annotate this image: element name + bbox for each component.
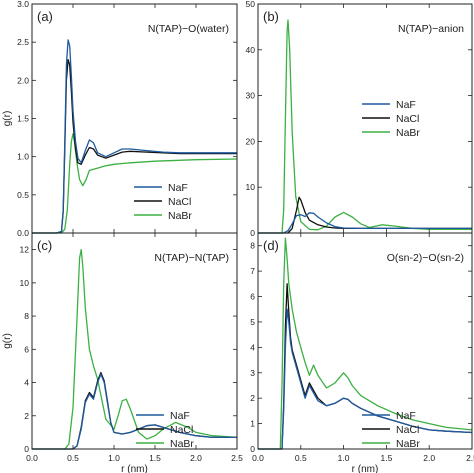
panel-c: 0.0 0.5 1.0 1.5 2.0 2.5 0 2 4 6 8 10 12 (c) N(TAP)−N(T… — [2, 232, 243, 473]
y-tick-label: 7 — [250, 266, 255, 276]
series-line-naf — [258, 308, 473, 450]
y-tick-label: 6 — [24, 344, 29, 354]
y-tick-label: 0.5 — [17, 190, 29, 200]
y-tick-label: 3 — [250, 368, 255, 378]
panel-title: N(TAP)−anion — [398, 23, 464, 35]
y-tick-label: 10 — [246, 182, 256, 192]
series-line-nacl — [258, 283, 473, 450]
legend: NaF NaCl NaBr — [362, 410, 420, 450]
y-tick-label: 50 — [246, 0, 256, 9]
y-tick-label: 20 — [246, 136, 256, 146]
y-tick-label: 0.0 — [17, 228, 29, 238]
x-tick-label: 2.5 — [466, 453, 474, 463]
legend-label-nabr: NaBr — [396, 127, 420, 139]
y-tick-label: 5 — [250, 317, 255, 327]
panel-a: 0.0 0.5 1.0 1.5 2.0 2.5 3.0 (a) N(TAP)−O(water) N… — [2, 0, 238, 238]
plot-frame — [257, 232, 473, 450]
legend-label-nacl: NaCl — [170, 424, 193, 436]
panel-label: (a) — [37, 9, 53, 24]
plot-frame — [31, 232, 238, 450]
panel-title: N(TAP)−O(water) — [148, 23, 229, 35]
series-line-naf — [258, 212, 472, 234]
legend: NaF NaCl NaBr — [136, 410, 194, 450]
panel-b: 0 10 20 30 40 50 (b) N(TAP)−anion NaF NaCl NaBr — [246, 0, 473, 238]
legend-label-nacl: NaCl — [396, 113, 419, 125]
legend-label-naf: NaF — [168, 182, 188, 194]
legend-label-nabr: NaBr — [170, 438, 194, 450]
series-line-nacl — [32, 371, 237, 450]
y-tick-label: 6 — [250, 292, 255, 302]
y-tick-label: 3.0 — [17, 0, 29, 9]
y-tick-label: 8 — [24, 311, 29, 321]
y-tick-label: 1 — [250, 419, 255, 429]
x-tick-label: 0.0 — [26, 453, 38, 463]
series-line-nabr — [258, 19, 472, 234]
y-tick-label: 8 — [250, 241, 255, 251]
legend-label-nabr: NaBr — [396, 438, 420, 450]
x-axis-label: r (nm) — [352, 464, 379, 473]
legend: NaF NaCl NaBr — [134, 182, 192, 222]
y-tick-label: 40 — [246, 45, 256, 55]
x-tick-label: 2.0 — [190, 453, 202, 463]
x-tick-label: 1.5 — [380, 453, 392, 463]
y-tick-label: 0 — [250, 444, 255, 454]
x-tick-label: 0.5 — [295, 453, 307, 463]
legend-label-nacl: NaCl — [168, 196, 191, 208]
legend-label-naf: NaF — [170, 410, 190, 422]
x-tick-label: 2.5 — [231, 453, 243, 463]
y-tick-label: 1.5 — [17, 114, 29, 124]
panel-label: (b) — [263, 9, 279, 24]
y-tick-label: 10 — [20, 278, 30, 288]
y-tick-label: 30 — [246, 91, 256, 101]
series-line-naf — [32, 373, 237, 450]
legend-label-naf: NaF — [396, 410, 416, 422]
series-line-naf — [32, 39, 237, 234]
panel-title: O(sn-2)−O(sn-2) — [387, 252, 464, 264]
legend-label-nabr: NaBr — [168, 210, 192, 222]
y-tick-label: 12 — [20, 245, 30, 255]
x-tick-label: 0.0 — [252, 453, 264, 463]
legend: NaF NaCl NaBr — [362, 99, 420, 139]
x-tick-label: 1.0 — [108, 453, 120, 463]
panel-label: (d) — [263, 238, 279, 253]
series-line-nabr — [32, 133, 238, 234]
y-tick-label: 4 — [250, 342, 255, 352]
y-tick-label: 0 — [24, 444, 29, 454]
y-axis-label: g(r) — [2, 333, 13, 349]
x-axis-label: r (nm) — [121, 464, 148, 473]
y-tick-label: 4 — [24, 378, 29, 388]
y-tick-label: 2.5 — [17, 37, 29, 47]
legend-label-naf: NaF — [396, 99, 416, 111]
y-axis-label: g(r) — [2, 111, 13, 127]
x-tick-label: 1.0 — [338, 453, 350, 463]
x-tick-label: 1.5 — [149, 453, 161, 463]
y-tick-label: 1.0 — [17, 152, 29, 162]
y-tick-label: 2 — [250, 393, 255, 403]
panel-title: N(TAP)−N(TAP) — [154, 252, 229, 264]
x-tick-label: 2.0 — [423, 453, 435, 463]
series-line-nabr — [258, 237, 473, 450]
y-tick-label: 2.0 — [17, 75, 29, 85]
panel-d: 0.0 0.5 1.0 1.5 2.0 2.5 0 1 2 3 4 5 6 7 8 (d) O(sn-2)−O(… — [250, 232, 474, 473]
series-line-nabr — [32, 248, 238, 450]
plot-frame — [31, 3, 238, 234]
legend-label-nacl: NaCl — [396, 424, 419, 436]
y-tick-label: 0 — [250, 228, 255, 238]
y-tick-label: 2 — [24, 411, 29, 421]
panel-label: (c) — [37, 238, 52, 253]
x-tick-label: 0.5 — [67, 453, 79, 463]
